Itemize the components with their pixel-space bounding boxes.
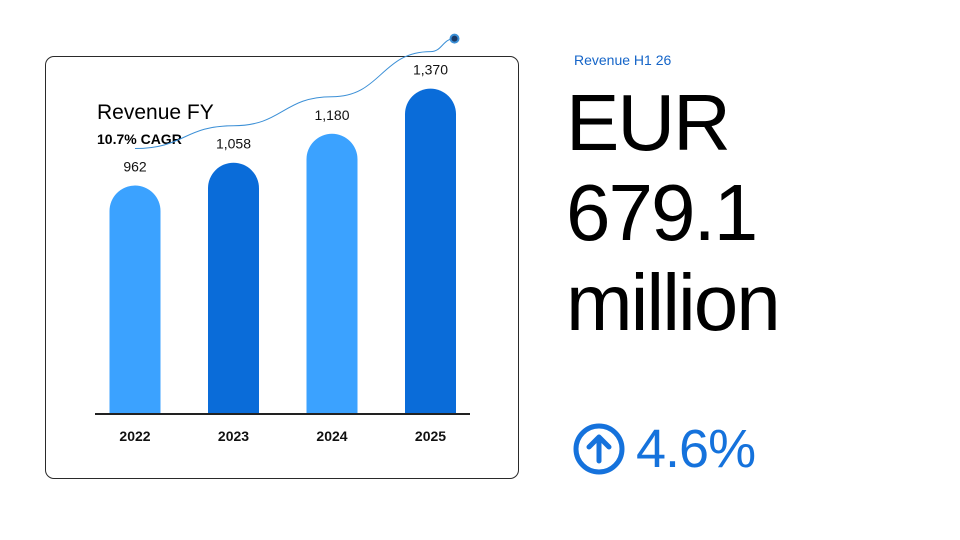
trend-end-marker [449,33,460,44]
chart-subtitle: 10.7% CAGR [97,131,182,147]
data-label-2023: 1,058 [216,136,251,152]
chart-card [45,56,519,479]
data-label-2024: 1,180 [314,107,349,123]
kpi-value-line-1: EUR [566,78,731,167]
x-tick-2024: 2024 [316,428,347,444]
bar-2024 [306,133,358,414]
data-label-2025: 1,370 [413,62,448,78]
x-tick-2025: 2025 [415,428,446,444]
bar-2023 [208,162,259,414]
x-tick-2022: 2022 [119,428,150,444]
kpi-value-line-2: 679.1 [566,168,758,257]
x-tick-2023: 2023 [218,428,249,444]
bar-2025 [405,88,456,415]
data-label-2022: 962 [123,159,147,175]
trend-line [134,38,455,150]
kpi-change: 4.6% [572,418,756,480]
kpi-value-line-3: million [566,258,781,347]
bar-2022 [109,185,161,414]
kpi-value: EUR 679.1 million [566,78,946,348]
kpi-label: Revenue H1 26 [574,52,672,68]
chart-title: Revenue FY [97,101,214,124]
arrow-up-circle-icon [573,423,625,475]
kpi-change-value: 4.6% [636,419,756,479]
